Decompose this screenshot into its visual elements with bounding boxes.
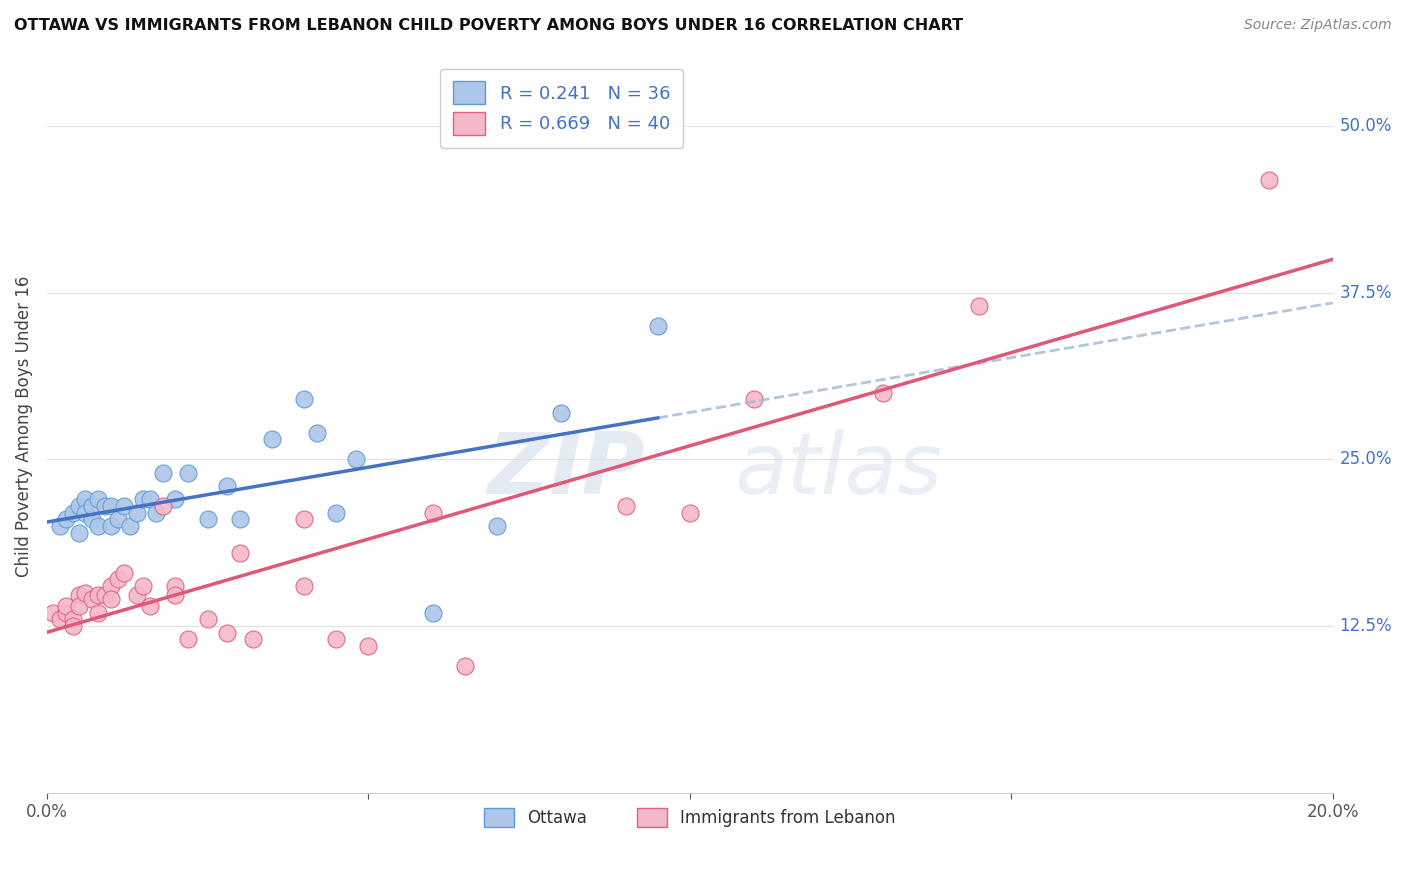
Point [165, 579, 187, 593]
Point [177, 466, 200, 480]
Text: 12.5%: 12.5% [1340, 617, 1392, 635]
Point [357, 639, 380, 653]
Y-axis label: Child Poverty Among Boys Under 16: Child Poverty Among Boys Under 16 [15, 276, 32, 577]
Point [67, 525, 90, 540]
Point [48, 612, 70, 626]
Point [87, 588, 110, 602]
Point [177, 632, 200, 647]
Point [967, 299, 990, 313]
Text: ZIP: ZIP [488, 429, 645, 512]
Point [94, 499, 117, 513]
Point [87, 519, 110, 533]
Point [112, 499, 135, 513]
Point [139, 599, 162, 613]
Point [55, 606, 77, 620]
Point [550, 406, 572, 420]
Point [229, 546, 252, 560]
Point [125, 506, 148, 520]
Point [139, 492, 162, 507]
Text: OTTAWA VS IMMIGRANTS FROM LEBANON CHILD POVERTY AMONG BOYS UNDER 16 CORRELATION : OTTAWA VS IMMIGRANTS FROM LEBANON CHILD … [14, 18, 963, 33]
Point [100, 499, 122, 513]
Point [80, 499, 103, 513]
Point [242, 632, 264, 647]
Point [80, 512, 103, 526]
Point [67, 588, 90, 602]
Legend: Ottawa, Immigrants from Lebanon: Ottawa, Immigrants from Lebanon [475, 800, 904, 836]
Point [454, 659, 477, 673]
Point [742, 392, 765, 407]
Point [215, 625, 238, 640]
Point [197, 512, 219, 526]
Point [55, 599, 77, 613]
Point [67, 599, 90, 613]
Point [260, 433, 283, 447]
Point [292, 392, 315, 407]
Point [112, 566, 135, 580]
Point [80, 592, 103, 607]
Point [292, 579, 315, 593]
Point [67, 499, 90, 513]
Point [100, 519, 122, 533]
Point [305, 425, 328, 440]
Point [87, 606, 110, 620]
Point [292, 512, 315, 526]
Point [165, 588, 187, 602]
Text: 37.5%: 37.5% [1340, 284, 1392, 301]
Point [100, 579, 122, 593]
Point [145, 506, 167, 520]
Point [215, 479, 238, 493]
Point [422, 506, 444, 520]
Point [94, 588, 117, 602]
Point [614, 499, 637, 513]
Point [165, 492, 187, 507]
Point [55, 512, 77, 526]
Text: 50.0%: 50.0% [1340, 117, 1392, 136]
Point [485, 519, 508, 533]
Point [62, 619, 84, 633]
Point [62, 506, 84, 520]
Point [132, 579, 155, 593]
Point [62, 612, 84, 626]
Point [75, 506, 97, 520]
Point [87, 492, 110, 507]
Text: atlas: atlas [735, 429, 943, 512]
Point [42, 606, 65, 620]
Point [75, 492, 97, 507]
Point [152, 466, 174, 480]
Point [125, 588, 148, 602]
Point [152, 499, 174, 513]
Point [132, 492, 155, 507]
Point [679, 506, 702, 520]
Point [1257, 172, 1279, 186]
Point [197, 612, 219, 626]
Point [647, 319, 669, 334]
Point [75, 585, 97, 599]
Point [325, 632, 347, 647]
Point [872, 385, 894, 400]
Point [107, 512, 129, 526]
Text: Source: ZipAtlas.com: Source: ZipAtlas.com [1244, 18, 1392, 32]
Point [120, 519, 142, 533]
Point [107, 573, 129, 587]
Point [344, 452, 367, 467]
Point [100, 592, 122, 607]
Text: 25.0%: 25.0% [1340, 450, 1392, 468]
Point [325, 506, 347, 520]
Point [48, 519, 70, 533]
Point [422, 606, 444, 620]
Point [229, 512, 252, 526]
